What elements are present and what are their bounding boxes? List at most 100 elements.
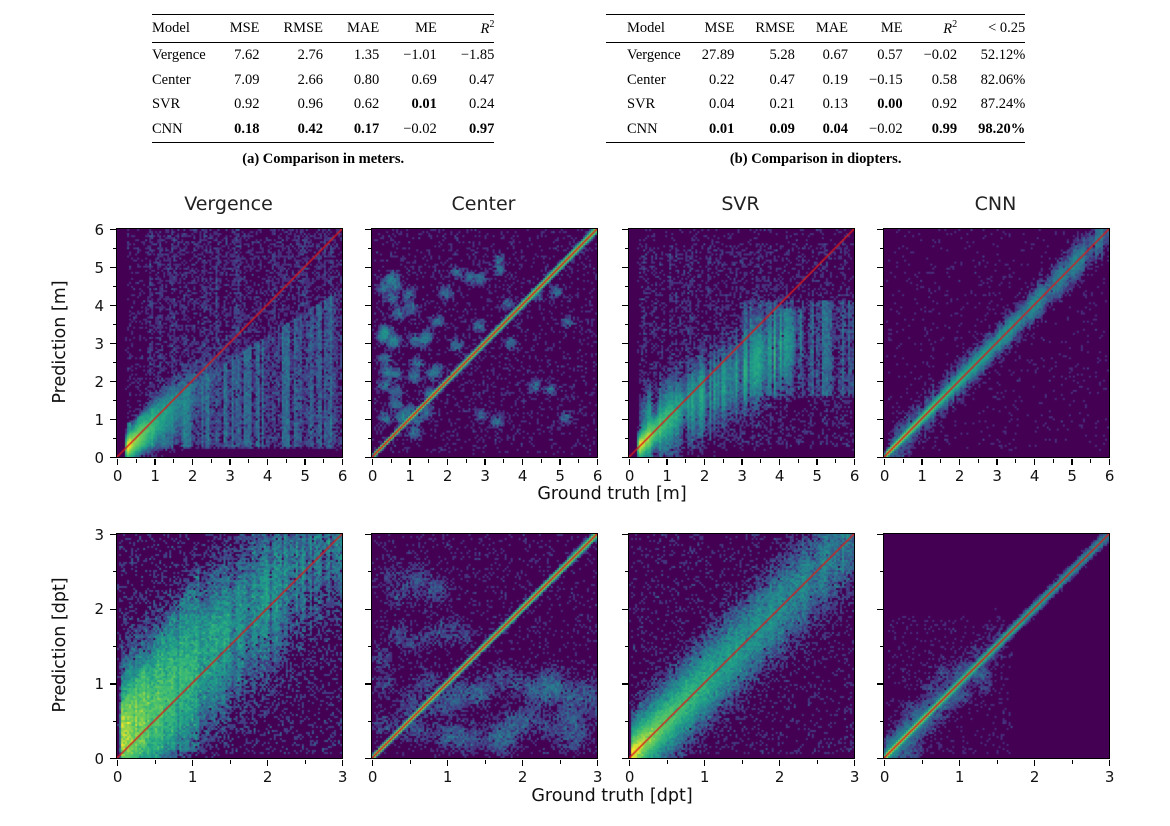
x-tick-label: 3 [849, 768, 860, 786]
x-major-tick [1033, 760, 1036, 767]
metric-value: 27.89 [701, 46, 735, 63]
x-major-tick [371, 760, 374, 767]
y-minor-tick [367, 571, 371, 573]
x-major-tick [341, 760, 344, 767]
col-header-mae: MAE [815, 19, 849, 36]
x-tick-label: 6 [592, 467, 603, 485]
x-minor-tick [685, 459, 687, 463]
metric-value: −0.02 [403, 121, 437, 138]
x-minor-tick [540, 459, 542, 463]
y-minor-tick [624, 571, 628, 573]
y-minor-tick [367, 438, 371, 440]
y-minor-tick [879, 324, 883, 326]
x-tick-label: 2 [262, 768, 273, 786]
x-tick-label: 0 [112, 467, 123, 485]
x-tick-label: 3 [337, 768, 348, 786]
x-major-tick [958, 760, 961, 767]
y-major-tick [877, 533, 883, 536]
metric-value: 1.35 [353, 46, 380, 63]
metric-value: 98.20% [978, 121, 1026, 138]
x-tick-label: 1 [442, 768, 453, 786]
y-minor-tick [112, 400, 116, 402]
heatmap-canvas-cnn-dpt [884, 534, 1109, 758]
header-row: Model MSE RMSE MAE ME R2 [152, 14, 495, 43]
table-row-vergence: Vergence 27.89 5.28 0.67 0.57 −0.02 52.12% [606, 42, 1025, 67]
metric-value: 0.69 [411, 71, 437, 88]
heatmap-canvas-svr-dpt [629, 534, 854, 758]
x-major-tick [154, 459, 156, 466]
x-major-tick [596, 760, 599, 767]
x-minor-tick [921, 760, 923, 764]
y-major-tick [110, 304, 116, 307]
y-axis-label-diopters: Prediction [dpt] [50, 577, 70, 713]
metric-value: 82.06% [980, 71, 1026, 88]
panel-cnn-dpt [883, 533, 1110, 759]
y-major-tick [622, 228, 628, 231]
heatmap-canvas-cnn-m [884, 229, 1109, 457]
metric-value: 0.92 [234, 96, 260, 113]
x-minor-tick [977, 459, 979, 463]
x-tick-label: 1 [699, 768, 710, 786]
x-minor-tick [173, 459, 175, 463]
panel-center-dpt [371, 533, 598, 759]
x-major-tick [409, 459, 411, 466]
x-minor-tick [559, 760, 561, 764]
x-minor-tick [229, 760, 231, 764]
x-tick-label: 1 [150, 467, 160, 485]
heatmap-canvas-center-dpt [372, 534, 597, 758]
x-tick-label: 5 [555, 467, 565, 485]
x-major-tick [853, 459, 856, 466]
metric-value: −0.02 [869, 121, 903, 138]
y-minor-tick [367, 646, 371, 648]
y-major-tick [110, 608, 116, 610]
table-row-svr: SVR 0.04 0.21 0.13 0.00 0.92 87.24% [606, 92, 1025, 117]
table-caption-a: (a) Comparison in meters. [242, 151, 405, 168]
x-tick-label: 4 [517, 467, 528, 485]
heatmap-canvas-vergence-dpt [117, 534, 342, 758]
x-major-tick [883, 760, 886, 767]
metric-value: 0.17 [353, 121, 380, 138]
y-major-tick [622, 304, 628, 307]
col-header-mse: MSE [704, 19, 735, 36]
col-header-model: Model [627, 19, 665, 36]
x-minor-tick [409, 760, 411, 764]
metric-value: 0.00 [877, 96, 903, 113]
y-major-tick [110, 683, 116, 685]
metric-value: 0.96 [297, 96, 324, 113]
x-minor-tick [902, 459, 904, 463]
x-major-tick [1071, 459, 1073, 466]
metric-value: 0.18 [234, 121, 260, 138]
x-minor-tick [135, 459, 137, 463]
x-major-tick [1033, 459, 1036, 466]
y-minor-tick [879, 248, 883, 250]
panel-center-m [371, 228, 598, 458]
y-minor-tick [624, 720, 628, 722]
panel-title-vergence: Vergence [184, 193, 273, 215]
metric-value: 0.04 [822, 121, 849, 138]
y-minor-tick [624, 438, 628, 440]
y-major-tick [365, 228, 371, 231]
x-minor-tick [390, 459, 392, 463]
x-major-tick [853, 760, 856, 767]
x-major-tick [921, 459, 923, 466]
model-name: Vergence [152, 46, 206, 63]
metric-value: −1.01 [403, 46, 437, 63]
y-minor-tick [879, 438, 883, 440]
x-minor-tick [797, 459, 799, 463]
y-major-tick [877, 304, 883, 307]
x-major-tick [446, 459, 449, 466]
y-minor-tick [879, 571, 883, 573]
x-tick-label: 3 [592, 768, 603, 786]
y-minor-tick [624, 286, 628, 288]
x-tick-label: 5 [812, 467, 822, 485]
y-major-tick [622, 380, 628, 383]
x-axis-label-meters: Ground truth [m] [537, 484, 687, 504]
table-row-center: Center 7.09 2.66 0.80 0.69 0.47 [152, 68, 494, 93]
y-major-tick [110, 228, 116, 231]
x-tick-label: 0 [624, 467, 635, 485]
x-major-tick [521, 760, 524, 767]
metric-value: −0.02 [923, 46, 958, 63]
y-major-tick [365, 608, 371, 610]
y-major-tick [365, 418, 371, 421]
y-tick-label: 0 [94, 448, 104, 467]
